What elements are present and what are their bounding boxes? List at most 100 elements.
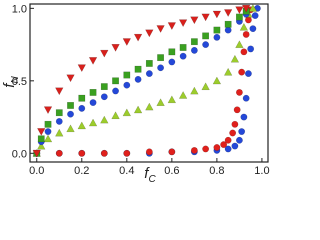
point — [145, 148, 153, 156]
point — [145, 29, 154, 38]
chart: fC fN 0.0 0.2 0.4 0.6 0.8 1.00.00.51.0 — [1, 3, 270, 185]
x-tick-label: 0.2 — [74, 165, 89, 177]
y-label-main: f — [1, 82, 18, 88]
x-tick-label: 0.6 — [164, 165, 179, 177]
x-axis-label: fC — [144, 165, 156, 185]
point — [190, 38, 198, 46]
point — [245, 70, 252, 77]
point — [88, 118, 98, 127]
point — [78, 94, 86, 102]
point — [55, 128, 64, 137]
x-tick-label: 1.0 — [254, 165, 269, 177]
point — [231, 142, 239, 150]
point — [240, 48, 248, 56]
point — [100, 115, 109, 124]
point — [248, 4, 258, 12]
point — [37, 128, 46, 136]
x-tick-label: 0.4 — [119, 165, 134, 177]
point — [235, 6, 244, 15]
point — [78, 104, 86, 112]
point — [202, 145, 210, 153]
point — [224, 136, 232, 144]
point — [167, 22, 177, 31]
point — [145, 60, 153, 67]
point — [201, 13, 210, 22]
y-axis-label: fN — [1, 76, 21, 88]
plot-frame — [29, 3, 269, 163]
point — [89, 99, 97, 106]
point — [251, 12, 259, 19]
point — [43, 134, 53, 143]
point — [220, 141, 228, 149]
point — [231, 120, 239, 128]
point — [44, 128, 52, 135]
point — [122, 108, 131, 117]
point — [212, 76, 222, 85]
point — [239, 22, 249, 31]
point — [145, 102, 154, 111]
point — [190, 16, 199, 25]
point — [201, 82, 210, 91]
point — [236, 13, 243, 21]
point — [44, 120, 52, 128]
y-tick-label: 1.0 — [12, 3, 27, 15]
x-tick-label: 0.8 — [209, 165, 224, 177]
point — [236, 136, 243, 144]
point — [223, 9, 233, 17]
point — [43, 106, 53, 115]
point — [241, 4, 251, 13]
point — [179, 52, 187, 60]
point — [213, 26, 221, 34]
point — [213, 144, 221, 151]
point — [122, 38, 131, 46]
point — [235, 40, 244, 48]
point — [88, 57, 98, 65]
point — [67, 110, 74, 118]
point — [55, 109, 63, 117]
point — [123, 81, 131, 89]
point — [37, 135, 45, 143]
point — [168, 48, 176, 56]
point — [202, 32, 210, 40]
point — [134, 75, 142, 83]
point — [168, 148, 176, 156]
point — [233, 106, 241, 114]
y-tick-label: 0.5 — [12, 76, 27, 88]
point — [100, 149, 108, 157]
point — [178, 91, 188, 99]
y-label-sub: N — [10, 76, 21, 84]
point — [112, 77, 119, 85]
point — [77, 121, 86, 130]
point — [230, 54, 240, 63]
point — [179, 44, 187, 51]
point — [37, 141, 46, 150]
point — [55, 87, 64, 96]
point — [242, 31, 250, 38]
point — [134, 65, 142, 73]
x-label-sub: C — [148, 174, 156, 185]
point — [245, 16, 252, 24]
point — [100, 49, 109, 58]
point — [242, 94, 250, 102]
point — [236, 89, 243, 96]
point — [247, 45, 255, 53]
point — [190, 147, 198, 154]
point — [202, 41, 210, 48]
point — [212, 10, 222, 19]
point — [213, 33, 221, 41]
point — [77, 64, 86, 73]
point — [224, 145, 232, 153]
point — [111, 111, 120, 120]
x-label-main: f — [144, 165, 150, 182]
point — [145, 70, 153, 77]
point — [190, 46, 198, 54]
point — [55, 118, 63, 125]
point — [229, 129, 237, 137]
point — [133, 105, 143, 114]
point — [100, 93, 108, 101]
point — [223, 67, 233, 76]
point — [156, 98, 165, 106]
point — [224, 26, 232, 34]
y-tick-label: 0.0 — [12, 148, 27, 160]
point — [249, 25, 257, 33]
